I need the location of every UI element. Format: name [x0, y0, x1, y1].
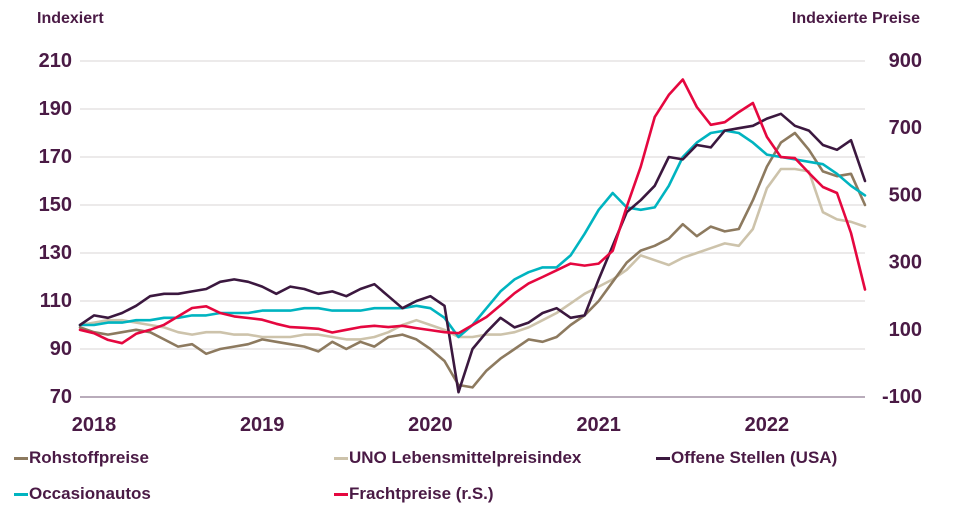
- left-axis-tick-label: 110: [40, 290, 72, 312]
- legend-dash-frachtpreise-icon: [334, 492, 348, 496]
- legend-item-uno-lebensmittelpreisindex: UNO Lebensmittelpreisindex: [334, 448, 656, 468]
- series-line-rohstoffpreise: [78, 131, 867, 389]
- legend-dash-uno-lebensmittelpreisindex-icon: [334, 456, 348, 460]
- legend-item-occasionautos: Occasionautos: [14, 483, 334, 504]
- series-line-uno-lebensmittelpreisindex: [78, 167, 867, 341]
- left-axis-tick-label: 130: [39, 242, 72, 264]
- series-line-frachtpreise-r-s: [78, 78, 867, 345]
- left-axis-tick-label: 190: [39, 98, 72, 120]
- right-axis-tick-label: 100: [889, 319, 922, 341]
- legend-dash-occasionautos-icon: [14, 492, 28, 496]
- left-axis-tick-label: 150: [39, 194, 72, 216]
- right-axis-title: Indexierte Preise: [791, 10, 920, 27]
- right-axis-tick-label: 300: [889, 252, 922, 274]
- legend-label-occasionautos: Occasionautos: [29, 483, 151, 503]
- legend-item-rohstoffpreise: Rohstoffpreise: [14, 448, 334, 468]
- legend-item-offene-stellen-usa: Offene Stellen (USA): [656, 448, 960, 468]
- left-axis-tick-label: 210: [39, 50, 72, 72]
- legend-label-rohstoffpreise: Rohstoffpreise: [29, 448, 149, 467]
- legend-item-frachtpreise: Frachtpreise (r.S.): [334, 483, 656, 504]
- left-axis-tick-label: 70: [50, 386, 72, 408]
- x-axis-year-label: 2018: [72, 414, 117, 436]
- right-axis-tick-label: 700: [889, 117, 922, 139]
- right-axis-tick-label: 500: [889, 184, 922, 206]
- left-axis-tick-label: 90: [50, 338, 72, 360]
- x-axis-year-label: 2022: [745, 414, 790, 436]
- legend-label-offene-stellen-usa: Offene Stellen (USA): [671, 448, 838, 467]
- legend-label-uno-lebensmittelpreisindex: UNO Lebensmittelpreisindex: [349, 448, 582, 467]
- x-axis-year-label: 2021: [576, 414, 621, 436]
- legend-dash-rohstoffpreise-icon: [14, 456, 28, 460]
- legend-label-frachtpreise: Frachtpreise (r.S.): [349, 483, 494, 503]
- left-axis-tick-label: 170: [39, 146, 72, 168]
- right-axis-tick-label: 900: [889, 50, 922, 72]
- left-axis-title: Indexiert: [37, 10, 104, 27]
- x-axis-year-label: 2020: [408, 414, 453, 436]
- chart-legend: Rohstoffpreise UNO Lebensmittelpreisinde…: [0, 448, 960, 504]
- x-axis-year-label: 2019: [240, 414, 285, 436]
- line-chart: 210 190 170 150 130 110 90 70 900 700 500 300 100 -10…: [39, 50, 922, 436]
- series-line-offene-stellen-usa: [78, 112, 867, 394]
- right-axis-tick-label: -100: [882, 386, 922, 408]
- legend-dash-offene-stellen-usa-icon: [656, 456, 670, 460]
